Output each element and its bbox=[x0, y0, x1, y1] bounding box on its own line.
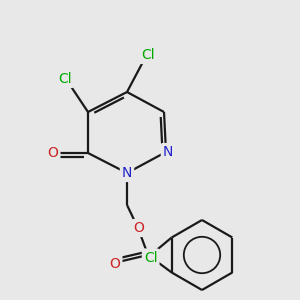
Text: Cl: Cl bbox=[141, 48, 155, 62]
Text: N: N bbox=[163, 145, 173, 159]
Text: N: N bbox=[122, 166, 132, 180]
Text: O: O bbox=[48, 146, 58, 160]
Text: O: O bbox=[110, 257, 120, 271]
Text: Cl: Cl bbox=[144, 250, 158, 265]
Text: Cl: Cl bbox=[58, 72, 72, 86]
Text: O: O bbox=[134, 221, 144, 235]
